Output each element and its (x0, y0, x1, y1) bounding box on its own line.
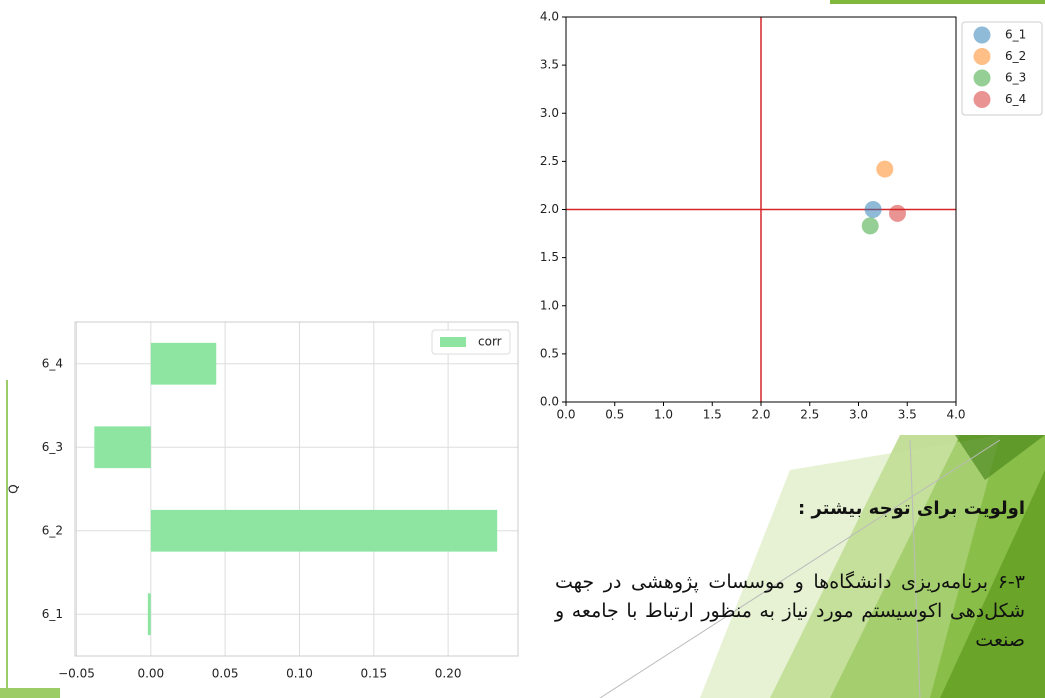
y-tick-label: 6_1 (42, 607, 63, 621)
x-tick-label: −0.05 (58, 667, 95, 681)
accent-bar (0, 688, 60, 698)
x-tick-label: 2.5 (800, 408, 819, 422)
point (864, 201, 882, 218)
shape-line (909, 439, 921, 698)
legend-marker (973, 69, 991, 87)
x-tick-label: 0.10 (286, 667, 313, 681)
y-tick-label: 1.5 (540, 250, 559, 264)
legend-patch (440, 337, 466, 347)
shape (700, 435, 1000, 698)
legend-label: corr (478, 335, 502, 349)
body-text: ۶-۳ برنامه‌ریزی دانشگاه‌ها و موسسات پژوه… (555, 571, 1025, 651)
y-tick-label: 3.5 (540, 58, 559, 72)
shape-line (599, 439, 1001, 698)
legend-label: 6_1 (1005, 28, 1026, 42)
legend-label: 6_2 (1005, 49, 1026, 63)
accent-line (6, 380, 8, 698)
x-tick-label: 0.5 (605, 408, 624, 422)
y-tick-label: 6_3 (42, 440, 63, 454)
point (861, 217, 879, 235)
y-tick-label: 2.5 (540, 154, 559, 168)
x-tick-label: 2.0 (751, 408, 770, 422)
x-tick-label: 3.5 (898, 408, 917, 422)
y-tick-label: 6_4 (42, 356, 63, 370)
bar (150, 342, 217, 385)
x-tick-label: 0.0 (556, 408, 575, 422)
point (876, 160, 894, 178)
point (889, 204, 906, 222)
axes-frame (565, 16, 957, 403)
bar (147, 593, 151, 636)
y-tick-label: 6_2 (42, 523, 63, 537)
legend-box (431, 329, 511, 355)
legend-marker (973, 91, 991, 108)
legend-marker (973, 48, 991, 65)
y-tick-label: 3.0 (540, 106, 559, 120)
y-axis-label: Q (7, 484, 21, 493)
legend-marker (973, 26, 991, 44)
y-tick-label: 2.0 (540, 202, 559, 216)
y-tick-label: 4.0 (540, 10, 559, 24)
bar (94, 426, 151, 469)
legend-label: 6_4 (1005, 92, 1026, 106)
heading: اولویت برای توجه بیشتر : (797, 498, 1025, 519)
y-tick-label: 0.5 (540, 346, 559, 360)
x-tick-label: 3.0 (849, 408, 868, 422)
x-tick-label: 0.05 (212, 667, 239, 681)
shape (940, 470, 1045, 698)
x-tick-label: 1.5 (703, 408, 722, 422)
axes-frame (74, 321, 519, 657)
y-tick-label: 1.0 (540, 298, 559, 312)
legend-label: 6_3 (1005, 71, 1026, 85)
x-tick-label: 0.20 (435, 667, 462, 681)
y-tick-label: 0.0 (540, 395, 559, 409)
x-tick-label: 1.0 (654, 408, 673, 422)
x-tick-label: 0.15 (360, 667, 387, 681)
x-tick-label: 0.00 (137, 667, 164, 681)
bar (150, 509, 498, 552)
shape (955, 435, 1045, 480)
x-tick-label: 4.0 (946, 408, 965, 422)
accent-bar (830, 0, 1045, 4)
